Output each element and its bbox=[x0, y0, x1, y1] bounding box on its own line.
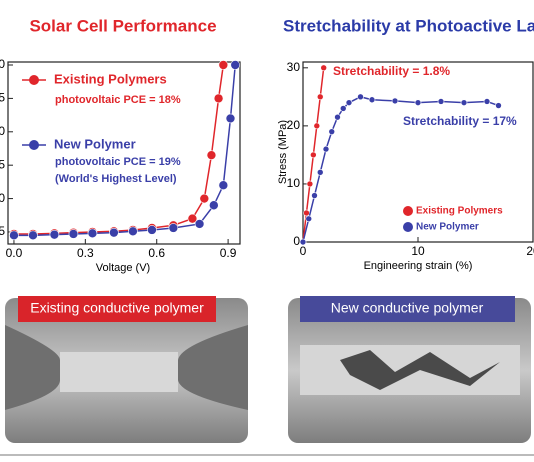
annotation: Stretchability = 1.8% bbox=[333, 64, 450, 78]
data-point bbox=[209, 200, 219, 211]
data-point bbox=[391, 97, 399, 105]
chart-title: Solar Cell Performance bbox=[29, 16, 216, 35]
data-point bbox=[68, 229, 79, 239]
data-point bbox=[218, 180, 229, 191]
x-tick-label: 0.3 bbox=[77, 246, 94, 260]
legend-marker bbox=[29, 75, 39, 85]
y-tick-label: -20 bbox=[0, 191, 5, 205]
data-point bbox=[316, 169, 324, 176]
x-axis-label: Voltage (V) bbox=[96, 262, 150, 274]
y-tick-label: 20 bbox=[287, 118, 301, 132]
data-point bbox=[414, 99, 422, 106]
photo-right bbox=[288, 298, 531, 443]
data-point bbox=[168, 223, 179, 233]
data-point bbox=[306, 180, 314, 188]
caption-box bbox=[300, 296, 515, 322]
caption: Existing conductive polymer bbox=[30, 300, 204, 316]
data-point bbox=[230, 60, 241, 70]
legend-label: Existing Polymers bbox=[54, 71, 167, 86]
photo-left bbox=[5, 298, 248, 443]
y-tick-label: 0 bbox=[293, 234, 300, 248]
annotation: (World's Highest Level) bbox=[55, 173, 177, 185]
data-point bbox=[322, 145, 330, 153]
data-point bbox=[87, 228, 98, 239]
legend-marker bbox=[403, 206, 413, 216]
x-tick-label: 0.0 bbox=[6, 246, 23, 260]
x-tick-label: 20 bbox=[526, 244, 534, 258]
annotation: photovoltaic PCE = 18% bbox=[55, 94, 181, 106]
y-tick-label: -15 bbox=[0, 157, 5, 171]
data-point bbox=[147, 225, 157, 235]
y-axis-label: Stress (MPa) bbox=[277, 120, 289, 184]
caption-box bbox=[18, 296, 216, 322]
x-tick-label: 0.6 bbox=[148, 246, 165, 260]
data-point bbox=[460, 99, 468, 106]
data-point bbox=[320, 64, 328, 72]
data-point bbox=[213, 93, 224, 104]
y-tick-label: 10 bbox=[287, 176, 301, 190]
legend-label: New Polymer bbox=[416, 222, 479, 233]
legend-marker bbox=[403, 222, 413, 232]
caption: New conductive polymer bbox=[331, 300, 484, 316]
x-tick-label: 10 bbox=[411, 244, 425, 258]
data-point bbox=[334, 113, 341, 121]
x-axis-label: Engineering strain (%) bbox=[364, 260, 473, 272]
data-point bbox=[313, 122, 321, 130]
data-point bbox=[483, 98, 491, 105]
y-tick-label: 30 bbox=[287, 60, 301, 74]
legend-label: Existing Polymers bbox=[416, 206, 503, 217]
y-tick-label: 0 bbox=[0, 57, 5, 71]
data-point bbox=[187, 213, 198, 224]
legend-marker bbox=[29, 140, 39, 150]
y-tick-label: -25 bbox=[0, 224, 5, 238]
legend-label: New Polymer bbox=[54, 136, 136, 151]
data-point bbox=[328, 128, 336, 135]
data-point bbox=[437, 98, 445, 105]
data-point bbox=[199, 193, 210, 204]
data-point bbox=[194, 219, 205, 229]
data-point bbox=[218, 60, 229, 70]
data-point bbox=[128, 226, 138, 237]
data-point bbox=[310, 151, 317, 159]
data-point bbox=[495, 102, 502, 109]
data-point bbox=[206, 150, 217, 160]
annotation: photovoltaic PCE = 19% bbox=[55, 156, 181, 168]
data-point bbox=[225, 113, 236, 124]
data-point bbox=[311, 192, 318, 199]
annotation: Stretchability = 17% bbox=[403, 114, 517, 128]
chart-title: Stretchability at Photoactive Lay bbox=[283, 16, 534, 35]
x-tick-label: 0.9 bbox=[220, 246, 237, 260]
data-point bbox=[368, 96, 376, 104]
data-point bbox=[316, 93, 324, 101]
data-point bbox=[28, 230, 38, 241]
data-point bbox=[9, 230, 19, 241]
x-tick-label: 0 bbox=[300, 244, 307, 258]
data-point bbox=[305, 215, 313, 223]
data-point bbox=[49, 229, 60, 240]
data-point bbox=[345, 99, 353, 106]
plot-frame bbox=[7, 61, 241, 245]
data-point bbox=[109, 227, 119, 238]
y-tick-label: -5 bbox=[0, 91, 5, 105]
data-point bbox=[339, 105, 347, 112]
y-tick-label: -10 bbox=[0, 124, 5, 138]
data-point bbox=[357, 93, 364, 101]
data-point bbox=[303, 209, 310, 217]
data-point bbox=[299, 238, 307, 246]
